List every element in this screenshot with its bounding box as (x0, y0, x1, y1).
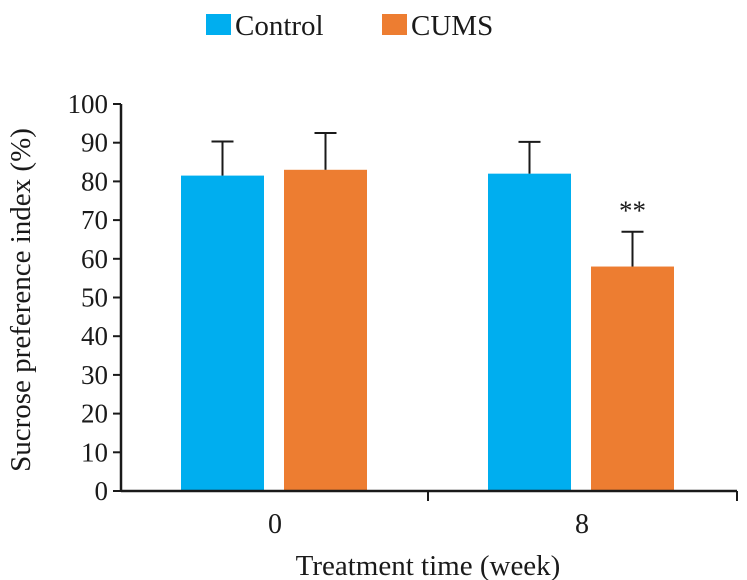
x-tick-label-week-0: 0 (268, 509, 282, 540)
y-tick-label: 100 (68, 89, 109, 119)
axes: 0 10 20 30 40 50 60 70 80 90 100 0 8 (68, 89, 738, 540)
annotations: ** (619, 196, 646, 226)
legend: Control CUMS (206, 10, 493, 42)
significance-marker: ** (619, 196, 646, 226)
x-tick-label-week-8: 8 (575, 509, 589, 540)
legend-swatch-cums (382, 14, 407, 35)
legend-swatch-control (206, 14, 231, 35)
y-tick-label: 80 (81, 166, 108, 196)
error-bars (211, 132, 644, 267)
legend-label-control: Control (235, 10, 324, 42)
bar-control-week-8 (488, 173, 571, 491)
y-tick-label: 10 (81, 437, 108, 467)
y-tick-label: 90 (81, 128, 108, 158)
legend-label-cums: CUMS (411, 10, 493, 42)
bar-cums-week-0 (284, 169, 367, 492)
bar-cums-week-8 (591, 266, 674, 491)
y-tick-label: 50 (81, 283, 108, 313)
y-tick-label: 20 (81, 399, 108, 429)
y-tick-label: 0 (95, 476, 109, 506)
y-tick-label: 60 (81, 244, 108, 274)
y-tick-label: 70 (81, 205, 108, 235)
y-axis-title: Sucrose preference index (%) (5, 128, 37, 472)
bars (181, 169, 674, 492)
x-axis-title: Treatment time (week) (296, 550, 561, 580)
y-tick-label: 40 (81, 321, 108, 351)
bar-control-week-0 (181, 175, 264, 491)
y-tick-label: 30 (81, 360, 108, 390)
